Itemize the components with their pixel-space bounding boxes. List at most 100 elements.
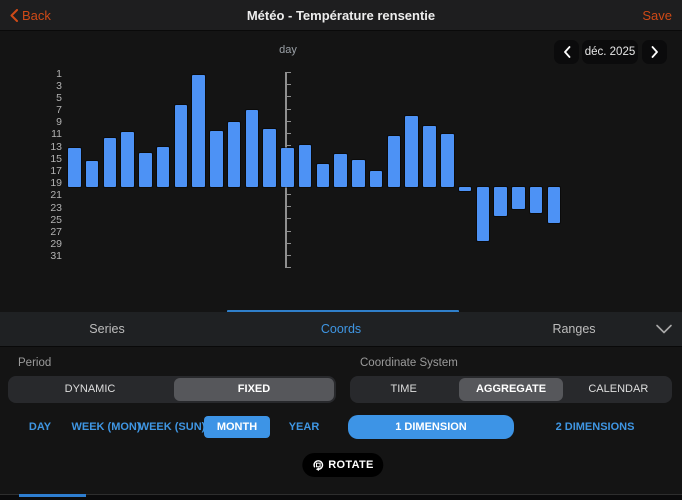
back-label: Back — [22, 8, 51, 23]
period-label: Period — [18, 357, 52, 369]
y-axis-label: 31 — [50, 250, 62, 263]
axis-tick — [286, 96, 291, 98]
axis-tick — [286, 230, 291, 232]
bar-day-10 — [227, 122, 241, 187]
segment-calendar[interactable]: CALENDAR — [588, 383, 649, 395]
y-axis-label: 3 — [56, 79, 62, 92]
bar-day-28 — [547, 187, 560, 223]
active-tab-indicator — [227, 310, 459, 313]
axis-tick — [286, 84, 291, 86]
bar-day-14 — [298, 145, 312, 187]
header: Back Météo - Température rensentie Save — [0, 0, 682, 31]
axis-tick — [286, 242, 291, 244]
bar-day-2 — [85, 161, 99, 187]
chevron-right-icon — [651, 46, 658, 58]
bar-day-15 — [316, 164, 330, 187]
period-segmented-control: DYNAMIC FIXED — [8, 376, 336, 403]
option-week-mon[interactable]: WEEK (MON) — [71, 421, 141, 433]
bottom-strip — [0, 494, 682, 500]
bar-day-17 — [352, 160, 365, 187]
bar-day-7 — [174, 105, 188, 187]
option-month[interactable]: MONTH — [204, 416, 270, 438]
tab-series[interactable]: Series — [89, 322, 125, 336]
y-axis-label: 5 — [56, 91, 62, 104]
option-day[interactable]: DAY — [28, 421, 52, 433]
bar-day-12 — [263, 129, 276, 187]
day-axis-title: day — [279, 44, 297, 56]
y-axis-label: 9 — [56, 116, 62, 129]
bar-day-5 — [139, 153, 152, 187]
option-1-dimension[interactable]: 1 DIMENSION — [348, 415, 514, 439]
rotate-icon — [313, 460, 324, 471]
y-axis-label: 17 — [50, 164, 62, 177]
segment-dynamic[interactable]: DYNAMIC — [64, 383, 116, 395]
bar-day-11 — [245, 110, 259, 187]
bar-day-16 — [334, 154, 347, 187]
y-axis-label: 11 — [51, 128, 62, 141]
chevron-left-icon — [10, 9, 18, 22]
y-axis-label: 23 — [50, 201, 62, 214]
page-title: Météo - Température rensentie — [246, 8, 436, 23]
bar-day-8 — [192, 75, 205, 187]
y-axis-label: 15 — [50, 152, 62, 165]
bar-day-23 — [458, 187, 472, 191]
bar-day-18 — [369, 171, 383, 187]
bar-day-9 — [210, 131, 223, 187]
segment-fixed[interactable]: FIXED — [174, 378, 334, 401]
axis-tick — [286, 206, 291, 208]
coordinate-segmented-control: TIME AGGREGATE CALENDAR — [350, 376, 672, 403]
save-button[interactable]: Save — [642, 8, 672, 23]
axis-tick — [286, 145, 291, 147]
chevron-down-icon — [656, 324, 672, 334]
option-week-sun[interactable]: WEEK (SUN) — [138, 421, 206, 433]
chart-area: déc. 2025 day 1 3 5 7 9 11 13 15 17 19 21 23 25 27 29 3… — [0, 31, 682, 311]
next-month-button[interactable] — [642, 40, 667, 64]
y-axis-label: 1 — [56, 67, 62, 80]
coordinate-system-label: Coordinate System — [360, 357, 458, 369]
y-axis-label: 25 — [50, 213, 62, 226]
axis-tick — [286, 120, 291, 122]
y-axis-label: 19 — [50, 177, 62, 190]
bar-day-22 — [441, 134, 454, 187]
bar-day-24 — [476, 187, 489, 241]
tab-coords[interactable]: Coords — [320, 322, 362, 336]
axis-tick — [286, 255, 291, 256]
segment-aggregate[interactable]: AGGREGATE — [459, 378, 563, 401]
rotate-button[interactable]: ROTATE — [302, 453, 384, 477]
bottom-scroll-indicator[interactable] — [19, 494, 86, 497]
y-axis-label: 29 — [50, 238, 62, 250]
tab-bar: Series Coords Ranges — [0, 312, 682, 347]
month-label[interactable]: déc. 2025 — [582, 40, 638, 64]
axis-tick — [286, 218, 291, 220]
axis-tick — [286, 133, 291, 134]
bar-day-26 — [512, 187, 525, 209]
collapse-panel-button[interactable] — [655, 322, 673, 340]
bar-day-1 — [68, 148, 81, 187]
axis-tick — [286, 72, 291, 73]
bar-day-20 — [405, 116, 418, 187]
back-button[interactable]: Back — [10, 0, 51, 31]
axis-tick — [286, 267, 291, 269]
prev-month-button[interactable] — [554, 40, 579, 64]
rotate-label: ROTATE — [328, 459, 374, 471]
tab-ranges[interactable]: Ranges — [552, 322, 596, 336]
bar-day-19 — [387, 136, 401, 187]
axis-tick — [286, 108, 291, 110]
bar-day-21 — [423, 126, 436, 187]
y-axis-label: 21 — [50, 189, 62, 202]
option-2-dimensions[interactable]: 2 DIMENSIONS — [555, 421, 635, 433]
bar-day-6 — [156, 147, 170, 187]
y-axis-label: 27 — [50, 225, 62, 238]
bar-day-13 — [281, 148, 294, 187]
bar-day-3 — [103, 138, 116, 187]
chevron-left-icon — [563, 46, 570, 58]
bar-day-25 — [494, 187, 507, 216]
axis-tick — [286, 194, 291, 195]
segment-time[interactable]: TIME — [390, 383, 417, 395]
controls-panel: Period Coordinate System DYNAMIC FIXED T… — [0, 348, 682, 494]
option-year[interactable]: YEAR — [288, 421, 320, 433]
bar-day-27 — [529, 187, 543, 213]
y-axis-label: 13 — [50, 140, 62, 153]
y-axis-label: 7 — [56, 104, 62, 116]
